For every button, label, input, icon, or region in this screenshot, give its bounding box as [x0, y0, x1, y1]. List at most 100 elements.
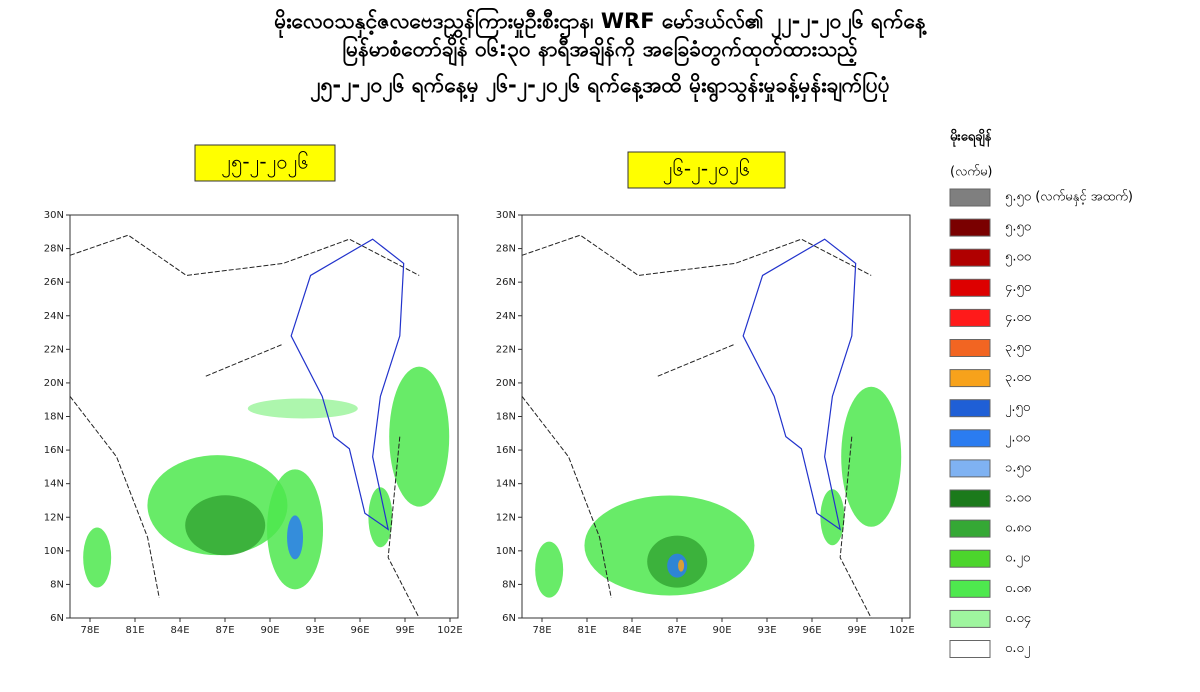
rain-area [83, 527, 112, 588]
legend-swatch [949, 519, 991, 538]
legend-label: ၅.၅၀ [1005, 220, 1031, 237]
lat-label: 16N [44, 445, 64, 456]
legend-label: ၄.၅၀ [1005, 280, 1031, 297]
lat-label: 14N [44, 479, 64, 490]
lon-label: 81E [577, 625, 596, 636]
coastline [521, 234, 872, 619]
legend-swatch [949, 188, 991, 207]
lon-label: 99E [395, 625, 414, 636]
lon-label: 78E [80, 625, 99, 636]
lon-label: 93E [757, 625, 776, 636]
legend-swatch [949, 640, 991, 658]
lat-label: 8N [50, 579, 64, 590]
rain-area [287, 515, 304, 560]
lon-label: 87E [667, 625, 686, 636]
legend-label: ၅.၀၀ [1005, 250, 1031, 267]
lat-label: 30N [496, 210, 516, 221]
lon-label: 84E [622, 625, 641, 636]
legend-label: ၁.၅၀ [1005, 460, 1031, 477]
lat-label: 8N [502, 579, 516, 590]
rain-area [535, 541, 564, 598]
lat-label: 14N [496, 479, 516, 490]
rain-area [820, 489, 845, 546]
lon-label: 102E [437, 625, 462, 636]
lat-label: 16N [496, 445, 516, 456]
legend-unit: (လက်မ) [950, 164, 992, 180]
legend-swatch [949, 308, 991, 327]
date-box [194, 144, 336, 182]
map-panel: ၂၅-၂-၂၀၂၆ 30N 28N 26N 24N 22N 20N 18N 16N 14N 12N 1… [44, 144, 463, 636]
legend-label: ၂.၀၀ [1005, 430, 1030, 447]
legend-swatch [949, 218, 991, 237]
rain-area [678, 559, 685, 572]
lon-label: 81E [125, 625, 144, 636]
lon-label: 84E [170, 625, 189, 636]
legend-label: ၀.၂၀ [1005, 551, 1030, 568]
myanmar-outline [290, 238, 405, 531]
legend-label: ၀.၀၂ [1005, 641, 1030, 658]
myanmar-outline [742, 238, 857, 531]
legend-swatch [949, 459, 991, 478]
lat-label: 10N [44, 546, 64, 557]
lat-label: 20N [44, 378, 64, 389]
legend-label: ၀.၀၈ [1005, 581, 1031, 596]
legend-swatch [949, 429, 991, 448]
coastline [69, 234, 420, 619]
lat-label: 20N [496, 378, 516, 389]
lat-label: 28N [44, 244, 64, 255]
legend-swatch [949, 339, 991, 357]
date-box [627, 151, 786, 189]
rain-area [247, 398, 358, 419]
lon-label: 87E [215, 625, 234, 636]
lon-label: 78E [532, 625, 551, 636]
legend-label: ၃.၅၀ [1005, 340, 1031, 357]
lon-label: 90E [260, 625, 279, 636]
title-line: မြန်မာစံတော်ချိန် ၀၆:၃၀ နာရီအချိန်ကို အခ… [342, 34, 857, 67]
lon-label: 96E [350, 625, 369, 636]
legend-label: ၄.၀၀ [1005, 310, 1031, 327]
legend-swatch [949, 579, 991, 598]
lat-label: 22N [496, 344, 516, 355]
map-panel: ၂၆-၂-၂၀၂၆ 30N 28N 26N 24N 22N 20N 18N 16N 14N 12N 1… [496, 151, 915, 636]
lat-label: 26N [44, 277, 64, 288]
lat-label: 12N [44, 512, 64, 523]
lat-label: 18N [496, 412, 516, 423]
legend-swatch [949, 489, 991, 508]
legend-title: မိုးရေချိန် [950, 128, 993, 148]
lat-label: 22N [44, 344, 64, 355]
legend-label: ၀.၈၀ [1005, 521, 1031, 536]
lat-label: 26N [496, 277, 516, 288]
legend-swatch [949, 609, 991, 628]
lat-label: 18N [44, 412, 64, 423]
lat-label: 6N [502, 613, 516, 624]
title-line: မိုးလေဝသနှင့်ဇလဗေဒညွှန်ကြားမှုဦးစီးဌာန၊ … [274, 6, 928, 39]
lat-label: 24N [496, 311, 516, 322]
legend-swatch [949, 369, 991, 388]
lon-label: 96E [802, 625, 821, 636]
lat-label: 28N [496, 244, 516, 255]
legend-label: ၁.၀၀ [1005, 491, 1031, 506]
rain-area [841, 386, 902, 527]
lon-label: 99E [847, 625, 866, 636]
rain-area [667, 553, 688, 578]
legend-label: ၃.၀၀ [1005, 370, 1031, 387]
legend-swatch [949, 399, 991, 418]
lat-label: 30N [44, 210, 64, 221]
lon-label: 93E [305, 625, 324, 636]
legend-swatch [949, 248, 991, 267]
map-date: ၂၅-၂-၂၀၂၆ [221, 150, 308, 178]
rain-area [368, 487, 393, 548]
legend-label: ၀.၀၄ [1005, 611, 1032, 628]
title-line: ၂၅-၂-၂၀၂၆ ရက်နေ့မှ ၂၆-၂-၂၀၂၆ ရက်နေ့အထိ မ… [310, 70, 889, 103]
lat-label: 6N [50, 613, 64, 624]
lon-label: 102E [889, 625, 914, 636]
legend-swatch [949, 278, 991, 297]
lat-label: 12N [496, 512, 516, 523]
legend-swatch [949, 549, 991, 568]
lon-label: 90E [712, 625, 731, 636]
lat-label: 24N [44, 311, 64, 322]
rain-area [185, 495, 266, 556]
legend-label: ၅.၅၀ (လက်မနှင့် အထက်) [1005, 189, 1133, 207]
rain-area [389, 366, 450, 507]
